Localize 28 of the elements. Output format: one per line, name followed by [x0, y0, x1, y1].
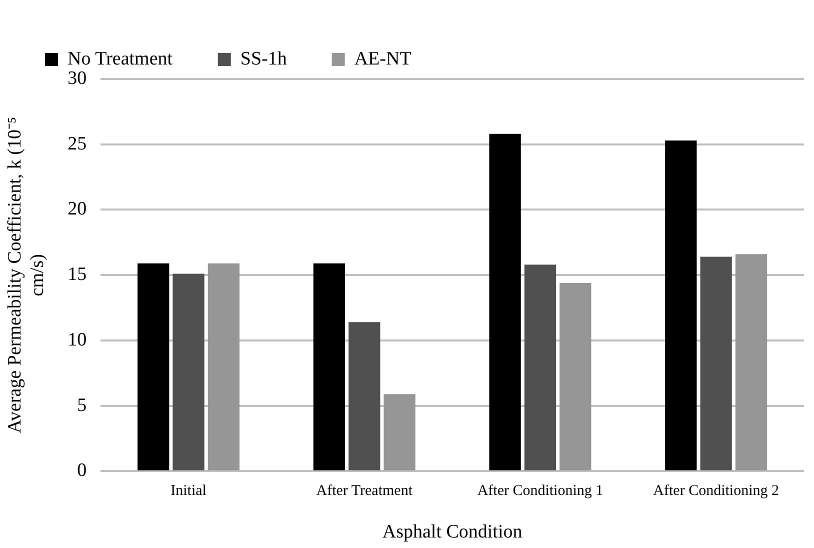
- y-axis-title: Average Permeability Coefficient, k (10⁻⁵ cm/s): [4, 116, 48, 434]
- y-tick-label: 30: [68, 68, 87, 89]
- bar: [208, 263, 240, 470]
- legend-label: SS-1h: [240, 48, 288, 70]
- legend-label: AE-NT: [354, 48, 412, 70]
- bar: [172, 274, 204, 470]
- bar: [138, 263, 170, 470]
- y-tick-label: 10: [68, 329, 87, 350]
- bar: [665, 140, 697, 470]
- bar: [560, 282, 592, 470]
- bar: [489, 134, 521, 470]
- bar: [313, 263, 346, 470]
- y-tick-label: 25: [68, 133, 87, 154]
- bar: [735, 254, 768, 470]
- y-tick-label: 0: [77, 460, 87, 482]
- x-tick-label: Initial: [170, 483, 206, 500]
- y-tick-label: 5: [77, 394, 87, 416]
- bar: [384, 394, 416, 470]
- y-tick-label: 15: [68, 264, 87, 286]
- y-tick-label: 20: [68, 198, 87, 220]
- x-tick-label: After Conditioning 2: [653, 483, 779, 500]
- x-tick-label: After Conditioning 1: [477, 483, 604, 500]
- x-axis-title: Asphalt Condition: [382, 522, 523, 543]
- bar: [524, 264, 556, 470]
- bar: [700, 256, 732, 470]
- x-tick-label: After Treatment: [316, 483, 414, 500]
- legend-label: No Treatment: [68, 48, 174, 70]
- bar: [348, 322, 380, 470]
